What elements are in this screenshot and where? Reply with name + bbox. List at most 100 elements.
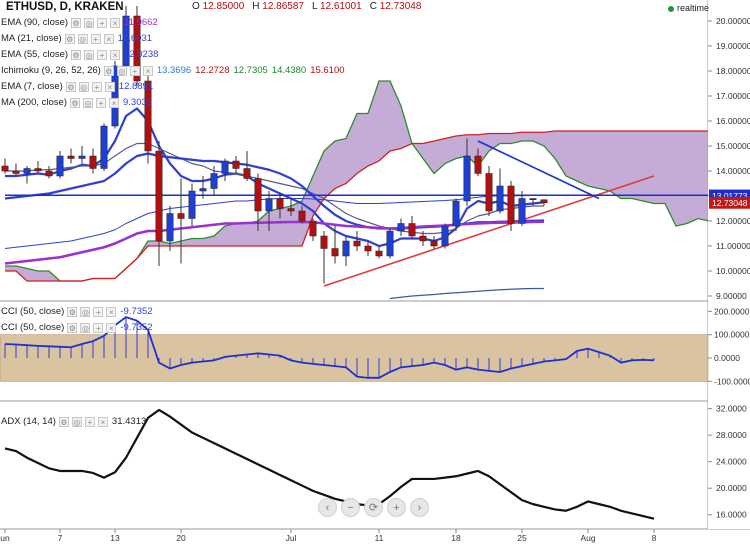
ohlc-value: 12.73048	[379, 1, 422, 12]
close-icon[interactable]: ×	[104, 82, 115, 92]
candle	[408, 216, 416, 239]
settings-icon[interactable]: ⚙	[58, 417, 69, 427]
legend-row[interactable]: ADX (14, 14) ⚙ ◎ + × 31.4313	[0, 415, 146, 429]
candle	[56, 151, 64, 179]
candle	[188, 183, 196, 226]
legend-row[interactable]: EMA (7, close) ⚙ ◎ + × 12.8891	[0, 80, 153, 94]
settings-icon[interactable]: ⚙	[103, 66, 114, 76]
add-icon[interactable]: +	[84, 417, 95, 427]
candle-body	[155, 150, 163, 242]
candle-body	[331, 248, 339, 257]
legend-row[interactable]: MA (200, close) ⚙ ◎ + × 9.3035	[0, 96, 152, 110]
scroll-right-button[interactable]: ›	[410, 498, 429, 517]
price-tick-label: 11.00000	[716, 241, 750, 251]
add-icon[interactable]: +	[93, 307, 104, 317]
eye-icon[interactable]: ◎	[80, 323, 91, 333]
close-icon[interactable]: ×	[106, 307, 117, 317]
price-tick-label: 16.00000	[716, 116, 750, 126]
candle-body	[353, 240, 361, 247]
close-icon[interactable]: ×	[110, 18, 121, 28]
eye-icon[interactable]: ◎	[77, 34, 88, 44]
eye-icon[interactable]: ◎	[83, 98, 93, 108]
ichimoku-value: 15.6100	[310, 65, 345, 76]
legend-label: EMA (90, close)	[1, 17, 69, 28]
chart-title: ETHUSD, D, KRAKEN	[6, 1, 124, 13]
legend-label: MA (200, close)	[1, 97, 67, 108]
candle	[474, 148, 482, 176]
adx-tick-label: 32.0000	[716, 404, 747, 414]
candle	[254, 173, 262, 231]
eye-icon[interactable]: ◎	[84, 50, 95, 60]
price-tick-label: 12.00000	[716, 216, 750, 226]
close-icon[interactable]: ×	[109, 98, 119, 108]
legend-row[interactable]: Ichimoku (9, 26, 52, 26) ⚙ ◎ + × 13.3696 12.27…	[0, 64, 345, 78]
time-tick-label: 13	[110, 533, 120, 543]
ohlc-readout: O 12.85000 H 12.86587 L 12.61001 C 12.73048	[192, 1, 429, 12]
legend-row[interactable]: EMA (90, close) ⚙ ◎ + × 11.9662	[0, 16, 158, 30]
close-icon[interactable]: ×	[103, 34, 114, 44]
candle	[441, 223, 449, 249]
add-icon[interactable]: +	[129, 66, 140, 76]
candle-body	[254, 178, 262, 212]
candle	[23, 166, 31, 184]
candle-body	[408, 223, 416, 237]
settings-icon[interactable]: ⚙	[71, 50, 82, 60]
realtime-dot-icon	[668, 5, 674, 12]
time-tick-label: 25	[517, 533, 527, 543]
time-tick-label: 8	[652, 533, 657, 543]
candle-body	[23, 168, 31, 174]
settings-icon[interactable]: ⚙	[71, 18, 82, 28]
candle	[199, 176, 207, 199]
legend-label: MA (21, close)	[1, 33, 62, 44]
eye-icon[interactable]: ◎	[78, 82, 89, 92]
add-icon[interactable]: +	[97, 18, 108, 28]
zoom-in-button[interactable]: +	[387, 498, 406, 517]
reset-button[interactable]: ⟳	[364, 498, 383, 517]
candle	[353, 231, 361, 251]
candle-body	[529, 198, 537, 200]
close-icon[interactable]: ×	[106, 323, 117, 333]
add-icon[interactable]: +	[97, 50, 108, 60]
price-tag-label: 13.01773	[712, 191, 748, 201]
candle	[507, 181, 515, 231]
candle-body	[210, 173, 218, 189]
legend-row[interactable]: MA (21, close) ⚙ ◎ + × 12.6031	[0, 32, 152, 46]
candle	[34, 161, 42, 174]
eye-icon[interactable]: ◎	[71, 417, 82, 427]
candle	[386, 228, 394, 259]
close-icon[interactable]: ×	[142, 66, 153, 76]
add-icon[interactable]: +	[90, 34, 101, 44]
candle-body	[441, 225, 449, 247]
candle-body	[507, 185, 515, 224]
settings-icon[interactable]: ⚙	[70, 98, 80, 108]
eye-icon[interactable]: ◎	[116, 66, 127, 76]
close-icon[interactable]: ×	[110, 50, 121, 60]
legend-value: 12.0238	[124, 49, 159, 60]
add-icon[interactable]: +	[91, 82, 102, 92]
add-icon[interactable]: +	[96, 98, 106, 108]
legend-row[interactable]: CCI (50, close) ⚙ ◎ + × -9.7352	[0, 305, 153, 319]
candle-body	[364, 245, 372, 252]
eye-icon[interactable]: ◎	[80, 307, 91, 317]
candle-body	[111, 65, 119, 127]
candle-body	[309, 220, 317, 237]
trendline	[477, 140, 600, 200]
legend-label: EMA (55, close)	[1, 49, 69, 60]
candle	[298, 206, 306, 224]
candle	[430, 236, 438, 249]
legend-row[interactable]: CCI (50, close) ⚙ ◎ + × -9.7352	[0, 321, 153, 335]
settings-icon[interactable]: ⚙	[67, 323, 78, 333]
legend-label: ADX (14, 14)	[1, 416, 56, 427]
add-icon[interactable]: +	[93, 323, 104, 333]
candle-body	[166, 213, 174, 242]
legend-row[interactable]: EMA (55, close) ⚙ ◎ + × 12.0238	[0, 48, 158, 62]
settings-icon[interactable]: ⚙	[64, 34, 75, 44]
eye-icon[interactable]: ◎	[84, 18, 95, 28]
close-icon[interactable]: ×	[97, 417, 108, 427]
zoom-out-button[interactable]: −	[341, 498, 360, 517]
settings-icon[interactable]: ⚙	[67, 307, 78, 317]
scroll-left-button[interactable]: ‹	[318, 498, 337, 517]
settings-icon[interactable]: ⚙	[65, 82, 76, 92]
